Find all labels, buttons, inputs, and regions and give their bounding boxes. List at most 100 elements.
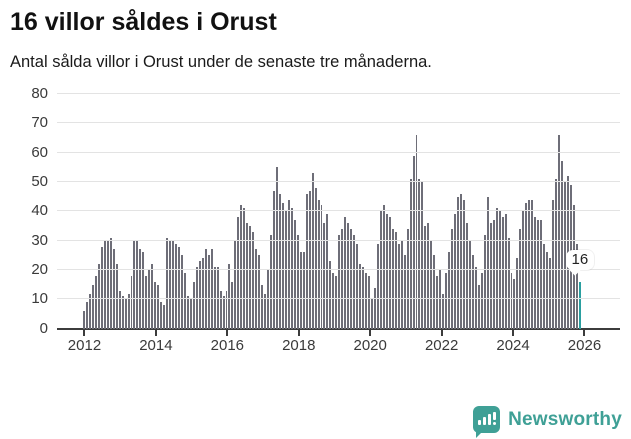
bar: [85, 302, 88, 329]
bar: [166, 237, 169, 329]
bar: [287, 199, 290, 329]
bar: [88, 293, 91, 329]
bar: [145, 275, 148, 329]
bar: [246, 223, 249, 329]
bar-chart: 0 10 20 30 40 50 60 70 80 16 2012 2014 2016 2018 2020…: [0, 86, 631, 359]
x-axis: 2012 2014 2016 2018 2020 2022 2024 2026: [57, 329, 620, 359]
bar: [139, 249, 142, 329]
bar: [255, 249, 258, 329]
bar: [213, 267, 216, 329]
bar: [219, 290, 222, 329]
x-tick-label: 2020: [353, 336, 387, 354]
bar: [433, 255, 436, 329]
gridline: [57, 210, 620, 212]
plot-area: 0 10 20 30 40 50 60 70 80 16: [31, 86, 620, 336]
bar: [228, 264, 231, 329]
bar: [368, 275, 370, 329]
bar: [412, 155, 415, 329]
bar: [237, 217, 240, 329]
x-axis-line: [57, 327, 620, 330]
bar: [296, 234, 299, 329]
bar: [290, 208, 293, 329]
bar: [240, 205, 243, 329]
newsworthy-logo: Newsworthy: [473, 406, 622, 438]
logo-bar-icon: [488, 414, 492, 425]
gridline: [57, 298, 620, 300]
bar: [231, 281, 234, 329]
x-tick-label: 2018: [282, 336, 316, 354]
bar: [546, 252, 549, 329]
bar: [106, 240, 109, 329]
bar: [501, 217, 504, 329]
bar: [471, 255, 474, 329]
bar: [124, 299, 127, 329]
bar: [258, 255, 261, 329]
bar: [552, 199, 555, 329]
gridline: [57, 239, 620, 241]
bar: [175, 243, 177, 329]
bar: [474, 267, 477, 329]
bar: [510, 272, 513, 329]
y-tick-label: 70: [31, 114, 48, 132]
x-tick-mark: [83, 329, 86, 336]
bar: [513, 278, 516, 329]
bar: [394, 231, 397, 329]
bar: [522, 211, 525, 329]
bar: [350, 228, 353, 329]
bar: [234, 240, 237, 329]
x-tick-label: 2026: [567, 336, 602, 354]
bar: [183, 272, 186, 329]
gridline: [57, 122, 620, 124]
bar: [486, 196, 489, 329]
bar: [94, 275, 97, 329]
bar: [406, 228, 409, 329]
bar: [222, 296, 225, 329]
bar: [270, 234, 272, 329]
bar: [341, 228, 344, 329]
bar: [457, 196, 460, 329]
bar: [344, 217, 347, 329]
bar: [400, 240, 403, 329]
bar: [483, 234, 486, 329]
bar: [332, 272, 335, 329]
bar: [178, 246, 180, 329]
bar: [264, 293, 267, 329]
bar: [540, 220, 543, 329]
bars-container: [83, 90, 583, 329]
bar: [370, 299, 373, 329]
y-tick-label: 10: [31, 290, 48, 308]
bar: [427, 223, 430, 329]
gridline: [57, 180, 620, 182]
bar: [477, 284, 480, 329]
bar: [558, 134, 560, 329]
bar: [127, 293, 130, 329]
bar: [160, 302, 163, 329]
bar: [148, 270, 151, 329]
bar: [281, 202, 284, 329]
value-annotation: 16: [565, 249, 595, 270]
bar: [180, 255, 183, 329]
bar: [329, 261, 332, 329]
bar: [284, 211, 287, 329]
bar: [430, 240, 433, 329]
x-tick-label: 2012: [67, 336, 102, 354]
bar: [201, 258, 204, 329]
bar: [133, 240, 136, 329]
bar: [480, 272, 483, 329]
bar: [555, 179, 557, 329]
y-tick-label: 40: [31, 202, 48, 220]
bar: [492, 220, 495, 329]
bar: [130, 275, 133, 329]
bar: [338, 234, 341, 329]
bar: [314, 187, 317, 329]
bar: [100, 246, 103, 329]
bar: [525, 202, 528, 329]
bar: [278, 193, 281, 329]
bar: [192, 281, 195, 329]
bar: [302, 252, 305, 329]
bar: [243, 208, 246, 329]
bar: [531, 199, 534, 329]
bar: [537, 220, 540, 329]
bar: [421, 181, 424, 329]
bar: [189, 299, 192, 329]
